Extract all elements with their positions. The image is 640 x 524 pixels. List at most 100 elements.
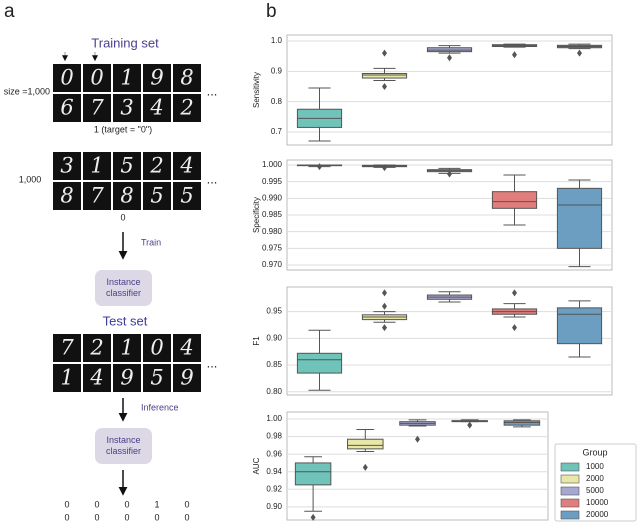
digit-image: [113, 182, 141, 210]
outlier: [467, 421, 473, 429]
digit-image: [143, 152, 171, 180]
y-tick-label: 0.92: [266, 484, 282, 493]
y-axis-label: Specificity: [252, 197, 261, 233]
legend-label: 1000: [586, 462, 604, 471]
digit: 5: [180, 184, 193, 208]
digit: 2: [179, 96, 193, 120]
box: [296, 352, 343, 374]
digit: 8: [120, 184, 133, 208]
outlier: [512, 324, 517, 332]
y-axis-label: F1: [252, 336, 261, 346]
output: 0: [64, 499, 69, 509]
digit-image: [83, 94, 111, 122]
digit-image: [173, 152, 201, 180]
digit-image: [53, 182, 81, 210]
y-tick-label: 0.90: [266, 502, 282, 511]
digit: 7: [90, 96, 104, 120]
digit: 9: [120, 366, 133, 390]
digit: 4: [89, 366, 103, 390]
digit: 5: [120, 154, 133, 178]
digit: 3: [120, 96, 133, 120]
digit: 5: [150, 366, 163, 390]
digit-image: [143, 182, 171, 210]
outlier: [382, 324, 387, 332]
digit: 2: [149, 154, 163, 178]
bag-label: 1 (target = "0"): [94, 124, 152, 134]
y-tick-label: 1.00: [266, 414, 282, 423]
step-label: Inference: [141, 402, 179, 412]
y-tick-label: 0.80: [266, 387, 282, 396]
outlier: [512, 289, 517, 297]
y-axis-label: Sensitivity: [252, 72, 261, 108]
digit-image: [173, 334, 201, 362]
digit-image: [83, 364, 111, 392]
digit-image: [113, 152, 141, 180]
digit: 7: [90, 184, 104, 208]
digit: 3: [60, 154, 73, 178]
outlier: [382, 49, 387, 57]
legend-swatch: [560, 498, 580, 508]
digit: 4: [149, 96, 163, 120]
legend-title: Group: [582, 447, 607, 457]
y-tick-label: 0.8: [271, 97, 283, 106]
box: [361, 72, 408, 79]
legend-swatch: [560, 462, 580, 472]
legend-swatch: [560, 486, 580, 496]
output: 0: [94, 512, 99, 522]
outlier: [362, 463, 368, 471]
digit-image: [83, 152, 111, 180]
training-title: Training set: [91, 35, 159, 50]
digit-image: [83, 334, 111, 362]
digit-image: [143, 64, 171, 92]
digit: 8: [180, 66, 193, 90]
step-label: Train: [141, 237, 161, 247]
y-axis-label: AUC: [252, 457, 261, 474]
y-tick-label: 0.85: [266, 360, 282, 369]
digit-image: [173, 94, 201, 122]
digit-image: [113, 94, 141, 122]
digit: 0: [150, 336, 163, 360]
box: [347, 438, 384, 450]
digit-image: [113, 364, 141, 392]
digit: 4: [179, 154, 193, 178]
y-tick-label: 0.995: [262, 177, 283, 186]
ellipsis: ...: [207, 171, 218, 186]
outlier: [415, 435, 420, 443]
digit-image: [143, 334, 171, 362]
output: 0: [154, 512, 159, 522]
digit: 1: [90, 154, 103, 178]
digit-image: [83, 64, 111, 92]
legend-label: 2000: [586, 474, 604, 483]
classifier-box: Instance classifier: [95, 428, 152, 464]
box: [556, 187, 603, 249]
digit-image: [53, 334, 81, 362]
legend-swatch: [560, 474, 580, 484]
outlier: [317, 163, 322, 171]
y-tick-label: 0.9: [271, 66, 283, 75]
y-tick-label: 0.98: [266, 432, 282, 441]
box: [491, 191, 538, 209]
y-tick-label: 0.95: [266, 307, 282, 316]
y-tick-label: 1.000: [262, 160, 283, 169]
output: 1: [154, 499, 159, 509]
ellipsis: ...: [207, 83, 218, 98]
bag-size: 1,000: [19, 174, 42, 184]
bag-size: size =1,000: [4, 86, 50, 96]
digit: 0: [90, 66, 103, 90]
y-tick-label: 0.7: [271, 127, 283, 136]
digit-image: [173, 182, 201, 210]
y-tick-label: 0.94: [266, 467, 282, 476]
digit-image: [53, 64, 81, 92]
output: 0: [124, 512, 129, 522]
digit: 7: [60, 336, 74, 360]
box: [294, 462, 332, 486]
outlier: [382, 289, 387, 297]
panel-label: b: [266, 1, 277, 22]
output: 0: [184, 512, 189, 522]
digit: 5: [150, 184, 163, 208]
outlier: [512, 51, 517, 59]
outlier: [577, 49, 582, 57]
digit-image: [53, 94, 81, 122]
